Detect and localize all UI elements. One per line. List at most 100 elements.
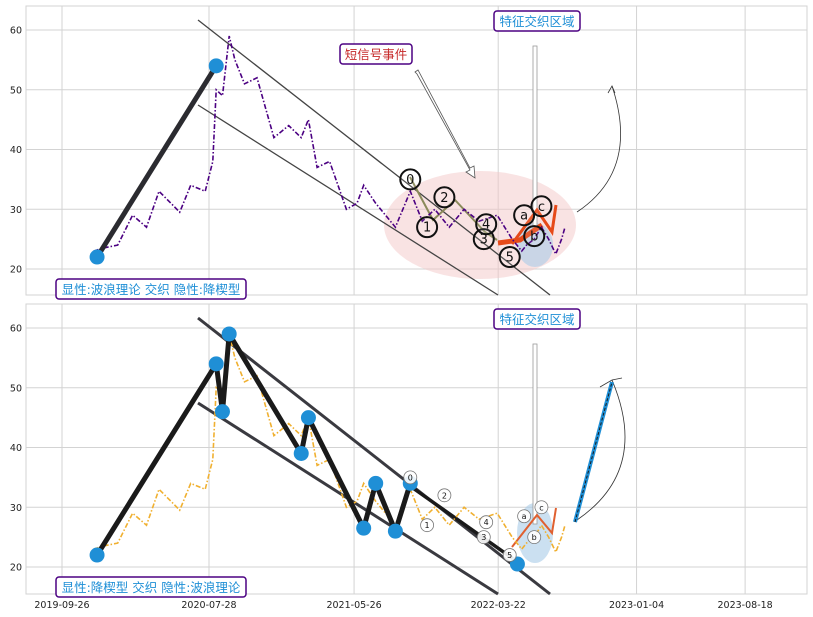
wave-label-circle	[513, 204, 536, 227]
wave-point	[89, 249, 105, 265]
zone-label-box-bottom: 特征交织区域	[493, 308, 581, 330]
y-tick-label: 30	[10, 205, 22, 216]
wave-5-line-bottom	[408, 484, 524, 567]
bottom-y-ticks: 20 30 40 50 60	[10, 324, 22, 574]
wave-label-circle	[433, 186, 456, 209]
abc-wave-stroke	[510, 204, 558, 245]
wave-label-text: 2	[440, 191, 448, 206]
wave-label-circle	[475, 213, 498, 236]
wave-label-text: c	[539, 503, 543, 512]
wave-label-circle	[534, 500, 549, 515]
wave-point	[293, 445, 309, 461]
bottom-panel-frame	[25, 303, 808, 595]
wave-point	[208, 356, 224, 372]
wave-label-text: 5	[507, 551, 512, 560]
zone-marker-bar-bottom	[532, 343, 538, 525]
corner-label-box-top: 显性:波浪理论 交织 隐性:降楔型	[55, 278, 247, 300]
wave-label-text: a	[522, 512, 527, 521]
y-tick-label: 60	[10, 324, 22, 335]
wave-label-circle	[399, 168, 422, 191]
wave-label-text: 3	[480, 233, 488, 248]
x-tick-label: 2020-07-28	[181, 600, 236, 611]
wave-label-circle	[420, 518, 434, 533]
wave-label-circle	[476, 530, 491, 545]
y-tick-label: 50	[10, 383, 22, 394]
y-tick-label: 50	[10, 85, 22, 96]
x-tick-label: 2023-08-18	[718, 600, 773, 611]
wedge-lower-line	[197, 104, 499, 296]
curved-arrow-head	[607, 85, 616, 94]
wave-label-text: 4	[484, 518, 489, 527]
x-tick-label: 2019-09-26	[34, 600, 89, 611]
event-label: 短信号事件	[345, 47, 408, 62]
y-tick-label: 60	[10, 26, 22, 37]
top-wave-points	[89, 58, 224, 265]
curved-arrow-head-bottom	[599, 377, 623, 388]
wave-label-text: 1	[423, 221, 431, 236]
wave-label-circle	[416, 216, 439, 239]
y-tick-label: 30	[10, 503, 22, 514]
curved-arrow-bottom	[576, 379, 626, 521]
wave-point	[208, 58, 224, 74]
wave-stroke	[94, 331, 413, 557]
bottom-numbered-labels: 0 1 2 3 4 5 a b c	[403, 470, 549, 562]
wave-label-text: 5	[506, 251, 514, 266]
wave-point	[368, 475, 384, 491]
x-tick-label: 2022-03-22	[471, 600, 526, 611]
wave-point	[89, 547, 105, 563]
wave-label-text: a	[520, 209, 528, 224]
wave-stroke	[94, 64, 219, 259]
wave-label-text: 0	[408, 473, 413, 482]
x-ticks: 2019-09-26 2020-07-28 2021-05-26 2022-03-22…	[34, 600, 772, 611]
wave-label-circle	[403, 470, 418, 485]
wave-label-circle	[517, 509, 532, 524]
corner-label-box-bottom: 显性:降楔型 交织 隐性:波浪理论	[55, 576, 247, 598]
wave-label-text: b	[532, 533, 537, 542]
y-tick-label: 40	[10, 443, 22, 454]
wave-label-text: c	[538, 200, 545, 215]
wedge-upper-line	[197, 19, 551, 296]
event-label-box: 短信号事件	[339, 43, 413, 65]
wave-label-text: 2	[442, 491, 447, 500]
wave-point	[221, 326, 237, 342]
y-tick-label: 40	[10, 145, 22, 156]
abc-wave-stroke-bottom	[511, 507, 557, 548]
wave-point	[300, 410, 316, 426]
wave-label-text: b	[530, 230, 538, 245]
price-line	[93, 333, 566, 555]
wave-label-circle	[437, 488, 452, 503]
wave-label-circle	[523, 225, 546, 248]
bottom-wave-strokes	[94, 331, 413, 557]
y-tick-label: 20	[10, 265, 22, 276]
zone-label-box-top: 特征交织区域	[493, 10, 581, 32]
wave-label-text: 1	[425, 521, 430, 530]
top-numbered-labels: 0 12 34 5 abc	[399, 168, 553, 269]
curved-arrow	[576, 85, 622, 213]
wave-label-circle	[498, 246, 521, 269]
top-price-series	[93, 35, 566, 257]
top-grid	[26, 6, 807, 295]
wave-point	[387, 523, 403, 539]
event-arrow	[414, 69, 476, 179]
wave-label-text: 0	[406, 173, 414, 188]
top-wave-strokes	[94, 64, 219, 259]
wave-label-circle	[527, 530, 542, 545]
x-tick-label: 2021-05-26	[326, 600, 381, 611]
corner-label-top: 显性:波浪理论 交织 隐性:降楔型	[62, 282, 241, 297]
wave-label-circle	[479, 515, 494, 530]
y-tick-label: 20	[10, 563, 22, 574]
bottom-grid	[26, 304, 807, 594]
wave-label-circle	[530, 195, 553, 218]
top-y-ticks: 20 30 40 50 60	[10, 26, 22, 276]
bottom-wave-points	[89, 326, 525, 572]
projection-line-dash	[574, 381, 613, 523]
wave-5-thick-stroke	[497, 222, 544, 246]
bottom-price-series	[93, 333, 566, 555]
x-tick-label: 2023-01-04	[609, 600, 664, 611]
zone-label-bottom: 特征交织区域	[499, 312, 574, 327]
zone-label-top: 特征交织区域	[499, 14, 574, 29]
wave-label-text: 4	[482, 218, 490, 233]
wave-point	[356, 520, 372, 536]
corner-label-bottom: 显性:降楔型 交织 隐性:波浪理论	[62, 580, 241, 595]
